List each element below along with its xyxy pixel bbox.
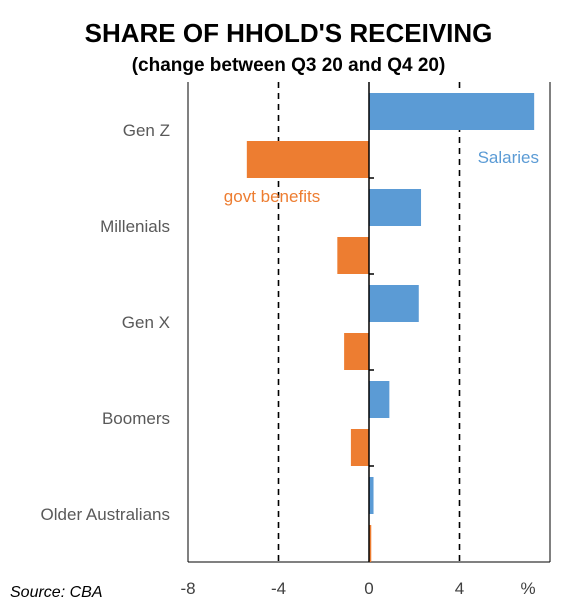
x-tick-label-2: 0: [364, 579, 373, 598]
bar-salaries-4: [369, 477, 374, 514]
bar-salaries-3: [369, 381, 390, 418]
source-note: Source: CBA: [10, 584, 103, 601]
category-label-1: Millenials: [100, 217, 170, 236]
bar-govt-benefits-3: [350, 429, 369, 466]
bar-salaries-2: [369, 285, 419, 322]
bar-salaries-0: [369, 93, 535, 130]
x-tick-label-0: -8: [180, 579, 195, 598]
bar-govt-benefits-1: [337, 237, 369, 274]
bar-govt-benefits-2: [344, 333, 369, 370]
category-label-3: Boomers: [102, 409, 170, 428]
category-label-4: Older Australians: [41, 505, 170, 524]
x-tick-label-1: -4: [271, 579, 286, 598]
bar-salaries-1: [369, 189, 422, 226]
category-label-2: Gen X: [122, 313, 170, 332]
bar-govt-benefits-4: [369, 525, 372, 562]
chart-title: SHARE OF HHOLD'S RECEIVING: [84, 18, 493, 48]
series-label-govt-benefits: govt benefits: [224, 187, 320, 206]
category-label-0: Gen Z: [123, 121, 170, 140]
series-label-salaries: Salaries: [478, 148, 539, 167]
bar-govt-benefits-0: [246, 141, 369, 178]
chart-subtitle: (change between Q3 20 and Q4 20): [131, 55, 446, 76]
x-tick-label-3: 4: [455, 579, 464, 598]
x-unit-label: %: [520, 579, 535, 598]
